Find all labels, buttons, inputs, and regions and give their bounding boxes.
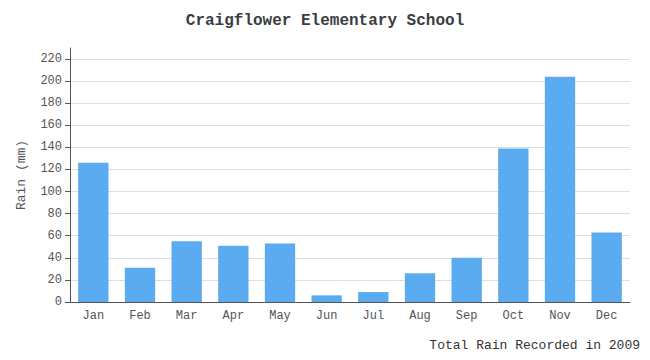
svg-text:Rain (mm): Rain (mm) <box>14 140 29 210</box>
svg-text:Nov: Nov <box>549 309 571 323</box>
svg-text:May: May <box>269 309 291 323</box>
svg-text:220: 220 <box>40 52 62 66</box>
svg-text:Oct: Oct <box>503 309 525 323</box>
svg-text:Dec: Dec <box>596 309 618 323</box>
svg-text:0: 0 <box>55 295 62 309</box>
svg-text:60: 60 <box>48 229 62 243</box>
svg-text:160: 160 <box>40 118 62 132</box>
svg-text:Jun: Jun <box>316 309 338 323</box>
svg-text:Sep: Sep <box>456 309 478 323</box>
svg-text:100: 100 <box>40 185 62 199</box>
svg-text:80: 80 <box>48 207 62 221</box>
svg-text:20: 20 <box>48 273 62 287</box>
svg-text:200: 200 <box>40 74 62 88</box>
svg-text:Total Rain Recorded in 2009: Total Rain Recorded in 2009 <box>429 338 640 353</box>
svg-text:Feb: Feb <box>129 309 151 323</box>
svg-text:Mar: Mar <box>176 309 198 323</box>
svg-text:Aug: Aug <box>409 309 431 323</box>
svg-text:40: 40 <box>48 251 62 265</box>
svg-text:120: 120 <box>40 162 62 176</box>
svg-text:Apr: Apr <box>223 309 245 323</box>
svg-text:180: 180 <box>40 96 62 110</box>
svg-text:Jul: Jul <box>363 309 385 323</box>
svg-text:Craigflower Elementary School: Craigflower Elementary School <box>186 12 464 30</box>
svg-text:140: 140 <box>40 140 62 154</box>
svg-text:Jan: Jan <box>83 309 105 323</box>
